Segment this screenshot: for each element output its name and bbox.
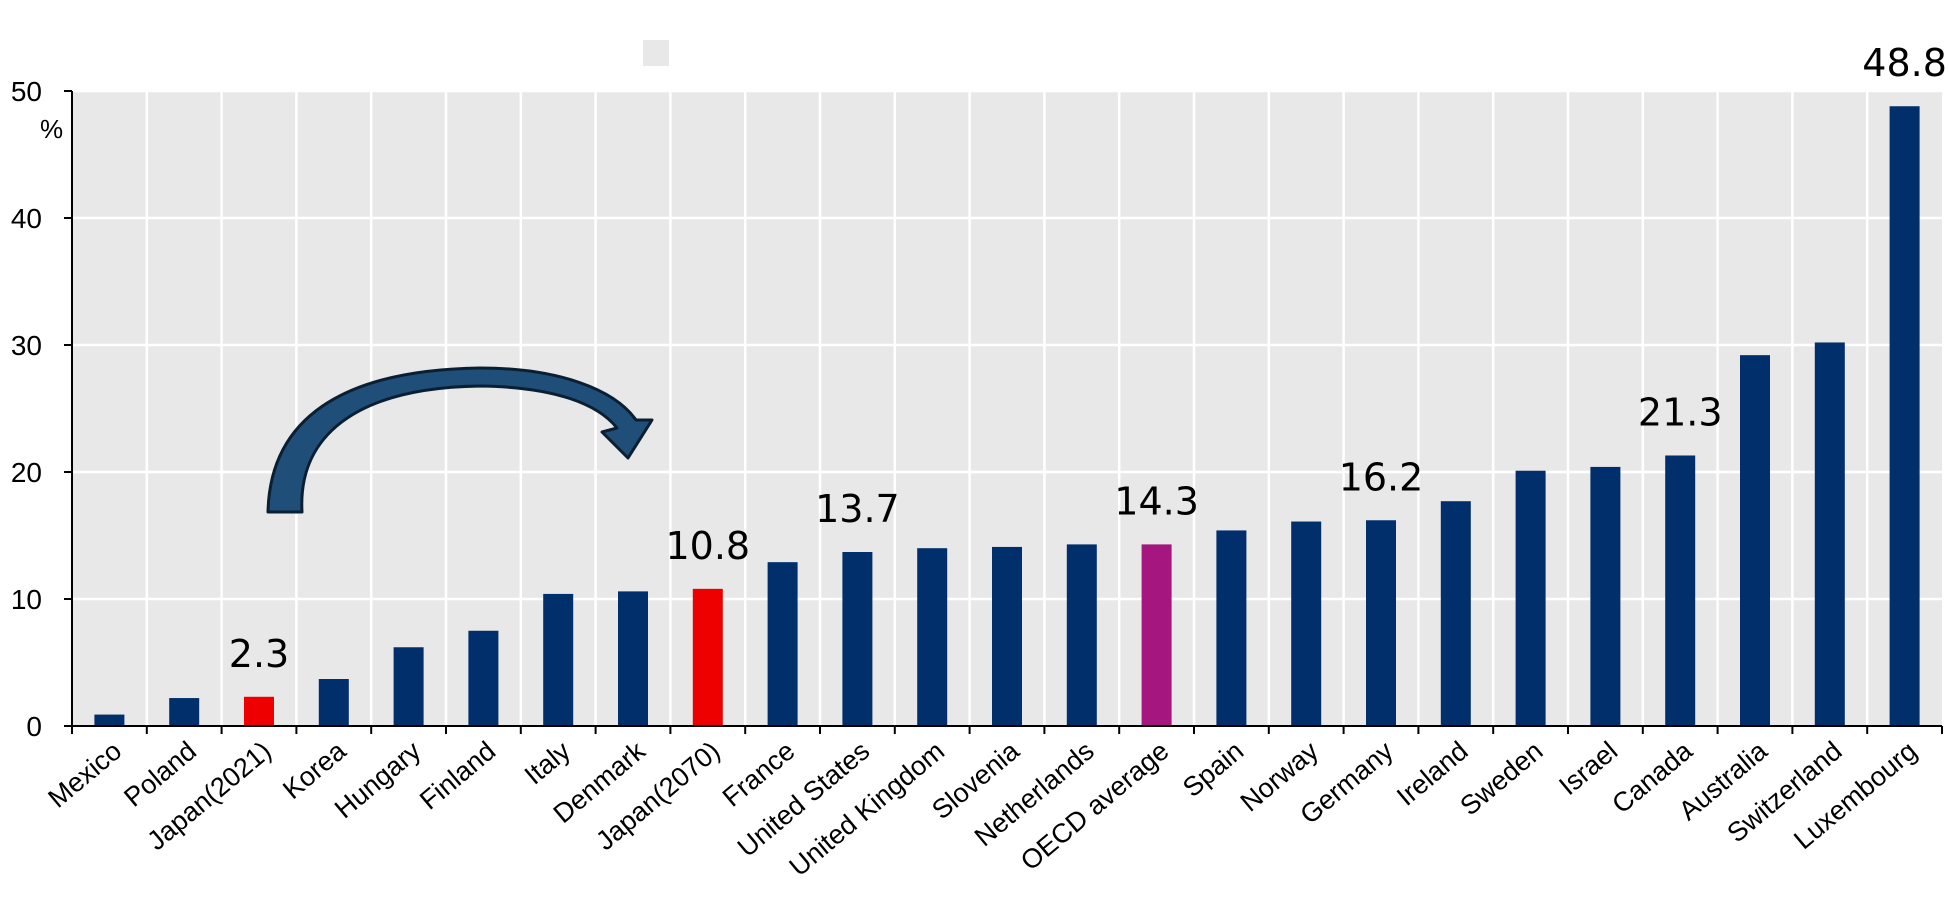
- y-tick-labels: 0 10 20 30 40 50: [11, 76, 42, 742]
- x-tick-label: Sweden: [1454, 736, 1548, 822]
- x-tick-label: Hungary: [329, 735, 427, 824]
- x-tick-label: Finland: [414, 736, 501, 816]
- y-tick-label: 30: [11, 330, 42, 361]
- bar-norway: [1291, 521, 1322, 726]
- data-label: 48.8: [1862, 41, 1947, 85]
- data-label: 14.3: [1114, 479, 1199, 523]
- y-tick-label: 0: [26, 711, 42, 742]
- gridlines: [72, 89, 1942, 726]
- bar-canada: [1665, 455, 1696, 726]
- bars: [94, 106, 1920, 727]
- bar-spain: [1216, 530, 1247, 726]
- legend-swatch: [643, 40, 669, 66]
- bar-ireland: [1440, 501, 1471, 726]
- y-axis-unit: %: [40, 114, 63, 144]
- bar-united-states: [842, 552, 873, 726]
- y-tick-label: 20: [11, 457, 42, 488]
- bar-mexico: [94, 714, 125, 726]
- bar-netherlands: [1066, 544, 1097, 726]
- bar-france: [767, 562, 798, 726]
- x-tick-label: Italy: [519, 735, 577, 790]
- data-label: 10.8: [665, 524, 750, 568]
- bar-sweden: [1515, 470, 1546, 726]
- bar-germany: [1366, 520, 1396, 726]
- data-label: 2.3: [229, 632, 289, 676]
- bar-japan-2070-: [692, 588, 723, 726]
- bar-israel: [1590, 466, 1621, 726]
- data-label: 13.7: [815, 487, 900, 531]
- axes: [64, 90, 1943, 734]
- bar-denmark: [618, 591, 648, 726]
- data-label: 21.3: [1638, 390, 1723, 434]
- bar-italy: [543, 593, 574, 726]
- bar-slovenia: [992, 546, 1022, 726]
- bar-korea: [318, 679, 349, 726]
- curved-arrow: [266, 366, 654, 514]
- bar-hungary: [393, 647, 424, 726]
- bar-finland: [468, 630, 499, 726]
- data-label: 16.2: [1339, 455, 1424, 499]
- data-labels: 2.3 10.8 13.7 14.3 16.2 21.3 48.8: [229, 41, 1947, 676]
- y-tick-label: 10: [11, 584, 42, 615]
- bar-australia: [1740, 355, 1770, 726]
- bar-switzerland: [1814, 342, 1845, 726]
- curved-arrow-annotation: [266, 366, 654, 514]
- bar-poland: [169, 698, 200, 726]
- y-tick-label: 40: [11, 203, 42, 234]
- bar-japan-2021-: [244, 696, 274, 726]
- y-tick-label: 50: [11, 76, 42, 107]
- x-tick-label: Mexico: [42, 736, 127, 814]
- bar-luxembourg: [1889, 106, 1920, 727]
- bar-united-kingdom: [917, 548, 948, 726]
- bar-oecd-average: [1141, 544, 1172, 726]
